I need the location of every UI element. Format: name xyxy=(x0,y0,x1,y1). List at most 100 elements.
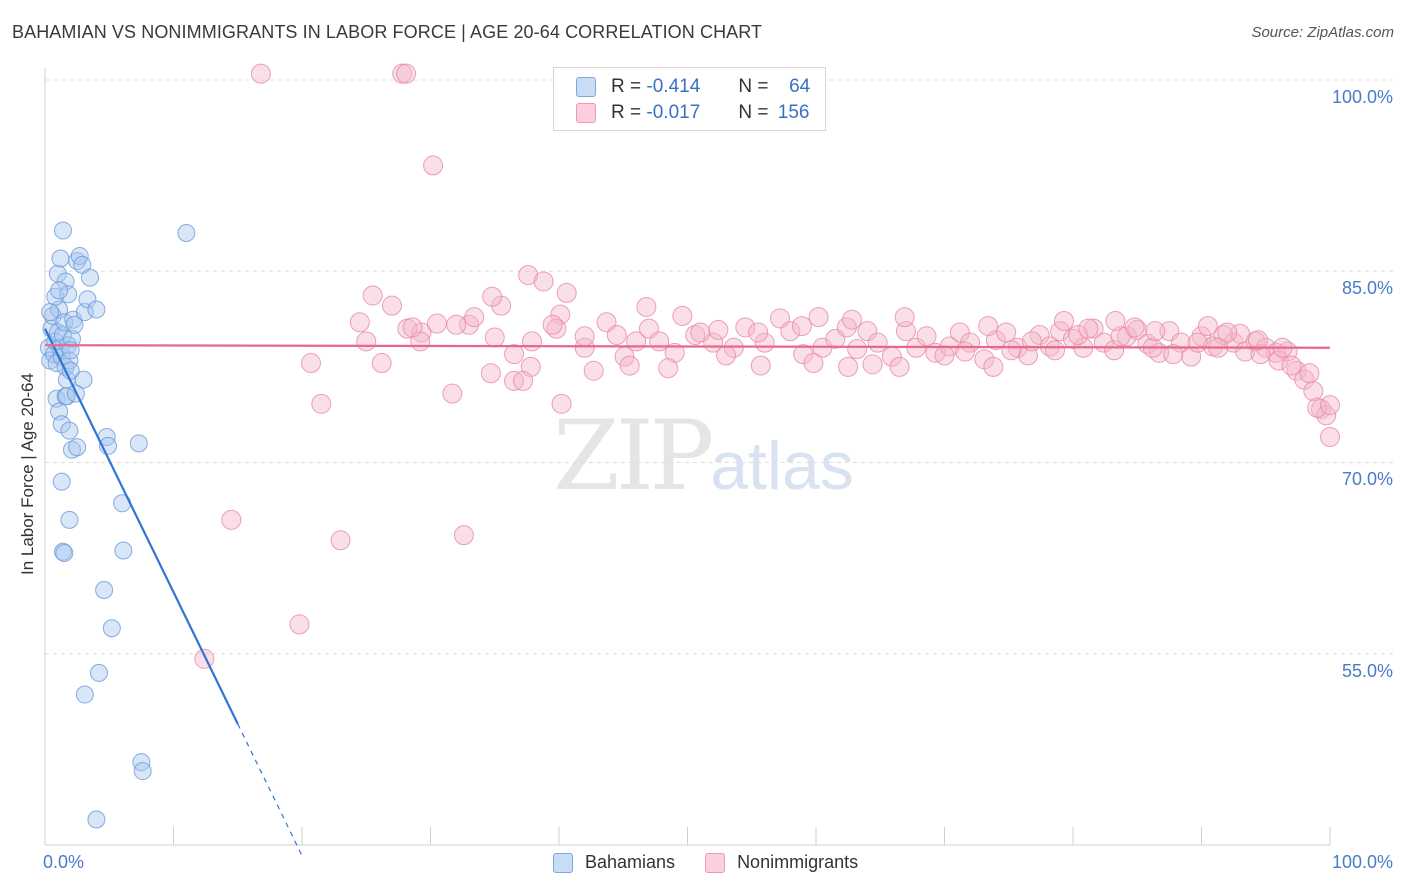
series-legend: Bahamians Nonimmigrants xyxy=(553,852,888,873)
nonimmigrants-point xyxy=(1029,325,1050,345)
nonimmigrants-point xyxy=(446,314,467,335)
nonimmigrants-point xyxy=(1303,381,1324,402)
bahamians-point xyxy=(89,663,108,682)
nonimmigrants-point xyxy=(362,285,383,306)
nonimmigrants-point xyxy=(636,296,657,317)
nonimmigrants-point xyxy=(1320,427,1340,447)
nonimmigrants-point xyxy=(504,370,525,391)
nonimmigrants-legend-swatch xyxy=(705,852,726,873)
legend-row-bahamians: R = -0.414 N = 64 xyxy=(576,75,810,99)
nonimmigrants-point xyxy=(289,614,310,635)
source-label: Source: ZipAtlas.com xyxy=(1251,24,1394,41)
legend-item-bahamians: Bahamians xyxy=(553,852,675,873)
legend-r-label: R = xyxy=(611,76,642,97)
y-tick-70: 70.0% xyxy=(1341,469,1393,489)
legend-r-value: -0.414 xyxy=(646,76,701,97)
stats-legend: R = -0.414 N = 64 R = -0.017 N = 156 xyxy=(553,67,826,131)
legend-row-nonimmigrants: R = -0.017 N = 156 xyxy=(576,101,809,125)
nonimmigrants-point xyxy=(518,265,539,286)
nonimmigrants-point xyxy=(862,354,883,375)
legend-n-label: N = xyxy=(738,76,769,97)
nonimmigrants-point xyxy=(1191,326,1212,347)
nonimmigrants-point xyxy=(356,331,377,352)
nonimmigrants-point xyxy=(658,358,679,379)
bahamians-point xyxy=(62,329,81,348)
nonimmigrants-point xyxy=(716,345,737,366)
nonimmigrants-point xyxy=(574,326,595,347)
bahamians-point xyxy=(133,762,152,781)
nonimmigrants-point xyxy=(664,342,685,363)
bahamians-point xyxy=(60,421,79,440)
bahamians-point xyxy=(129,434,148,453)
nonimmigrants-point xyxy=(349,312,370,333)
y-tick-55: 55.0% xyxy=(1341,661,1393,681)
bahamians-point xyxy=(75,685,94,704)
legend-r-value: -0.017 xyxy=(646,102,701,123)
bahamians-point xyxy=(60,510,79,529)
nonimmigrants-point xyxy=(1105,310,1126,331)
nonimmigrants-point xyxy=(1054,310,1075,331)
nonimmigrants-point xyxy=(1145,321,1166,342)
nonimmigrants-point xyxy=(1045,340,1066,361)
bahamians-point xyxy=(59,285,78,304)
bahamians-point xyxy=(41,303,60,322)
nonimmigrants-point xyxy=(606,325,627,345)
nonimmigrants-point xyxy=(916,326,937,347)
legend-label-nonimmigrants: Nonimmigrants xyxy=(737,852,859,872)
nonimmigrants-point xyxy=(480,363,501,384)
legend-n-value: 64 xyxy=(789,76,811,97)
y-axis-label: In Labor Force | Age 20-64 xyxy=(18,373,37,575)
bahamians-legend-swatch xyxy=(553,852,573,873)
legend-r-label: R = xyxy=(611,102,642,123)
bahamians-point xyxy=(53,326,72,344)
nonimmigrants-point xyxy=(955,341,976,362)
nonimmigrants-point xyxy=(381,295,402,316)
bahamians-point xyxy=(102,619,121,638)
nonimmigrants-point xyxy=(894,307,915,328)
nonimmigrants-point xyxy=(464,307,485,328)
nonimmigrants-point xyxy=(1068,325,1089,345)
nonimmigrants-point xyxy=(867,332,888,353)
bahamians-point xyxy=(87,300,106,319)
bahamians-point xyxy=(87,810,106,829)
nonimmigrants-point xyxy=(1001,340,1022,361)
watermark-atlas: atlas xyxy=(710,428,854,504)
nonimmigrants-point xyxy=(750,355,771,376)
nonimmigrants-point xyxy=(708,319,729,340)
bahamians-point xyxy=(74,370,93,389)
nonimmigrants-point xyxy=(672,305,693,326)
nonimmigrants-point xyxy=(735,317,756,338)
bahamians-swatch xyxy=(576,77,596,97)
nonimmigrants-point xyxy=(1124,317,1145,338)
nonimmigrants-point xyxy=(194,648,215,669)
nonimmigrants-point xyxy=(685,325,706,345)
nonimmigrants-point xyxy=(442,383,463,404)
nonimmigrants-point xyxy=(780,321,801,342)
nonimmigrants-point xyxy=(311,393,332,414)
nonimmigrants-point xyxy=(482,286,503,307)
bahamians-trend-extension xyxy=(237,723,303,856)
nonimmigrants-point xyxy=(504,344,525,365)
nonimmigrants-point xyxy=(978,316,999,337)
nonimmigrants-point xyxy=(426,313,447,334)
bahamians-point xyxy=(52,415,71,434)
watermark-zip: ZIP xyxy=(553,400,714,512)
nonimmigrants-point xyxy=(1213,325,1234,345)
nonimmigrants-point xyxy=(748,322,769,343)
nonimmigrants-point xyxy=(546,318,567,339)
bahamians-point xyxy=(55,544,74,563)
nonimmigrants-point xyxy=(889,356,910,377)
nonimmigrants-point xyxy=(1078,318,1099,339)
bahamians-point xyxy=(80,268,99,287)
nonimmigrants-point xyxy=(1281,355,1302,376)
nonimmigrants-point xyxy=(1248,330,1269,351)
nonimmigrants-point xyxy=(522,331,543,352)
bahamians-point xyxy=(52,472,71,491)
bahamians-point xyxy=(65,315,84,334)
legend-label-bahamians: Bahamians xyxy=(585,852,676,872)
nonimmigrants-point xyxy=(841,309,862,330)
bahamians-point xyxy=(177,224,196,242)
bahamians-point xyxy=(53,542,72,561)
nonimmigrants-point xyxy=(402,317,423,338)
